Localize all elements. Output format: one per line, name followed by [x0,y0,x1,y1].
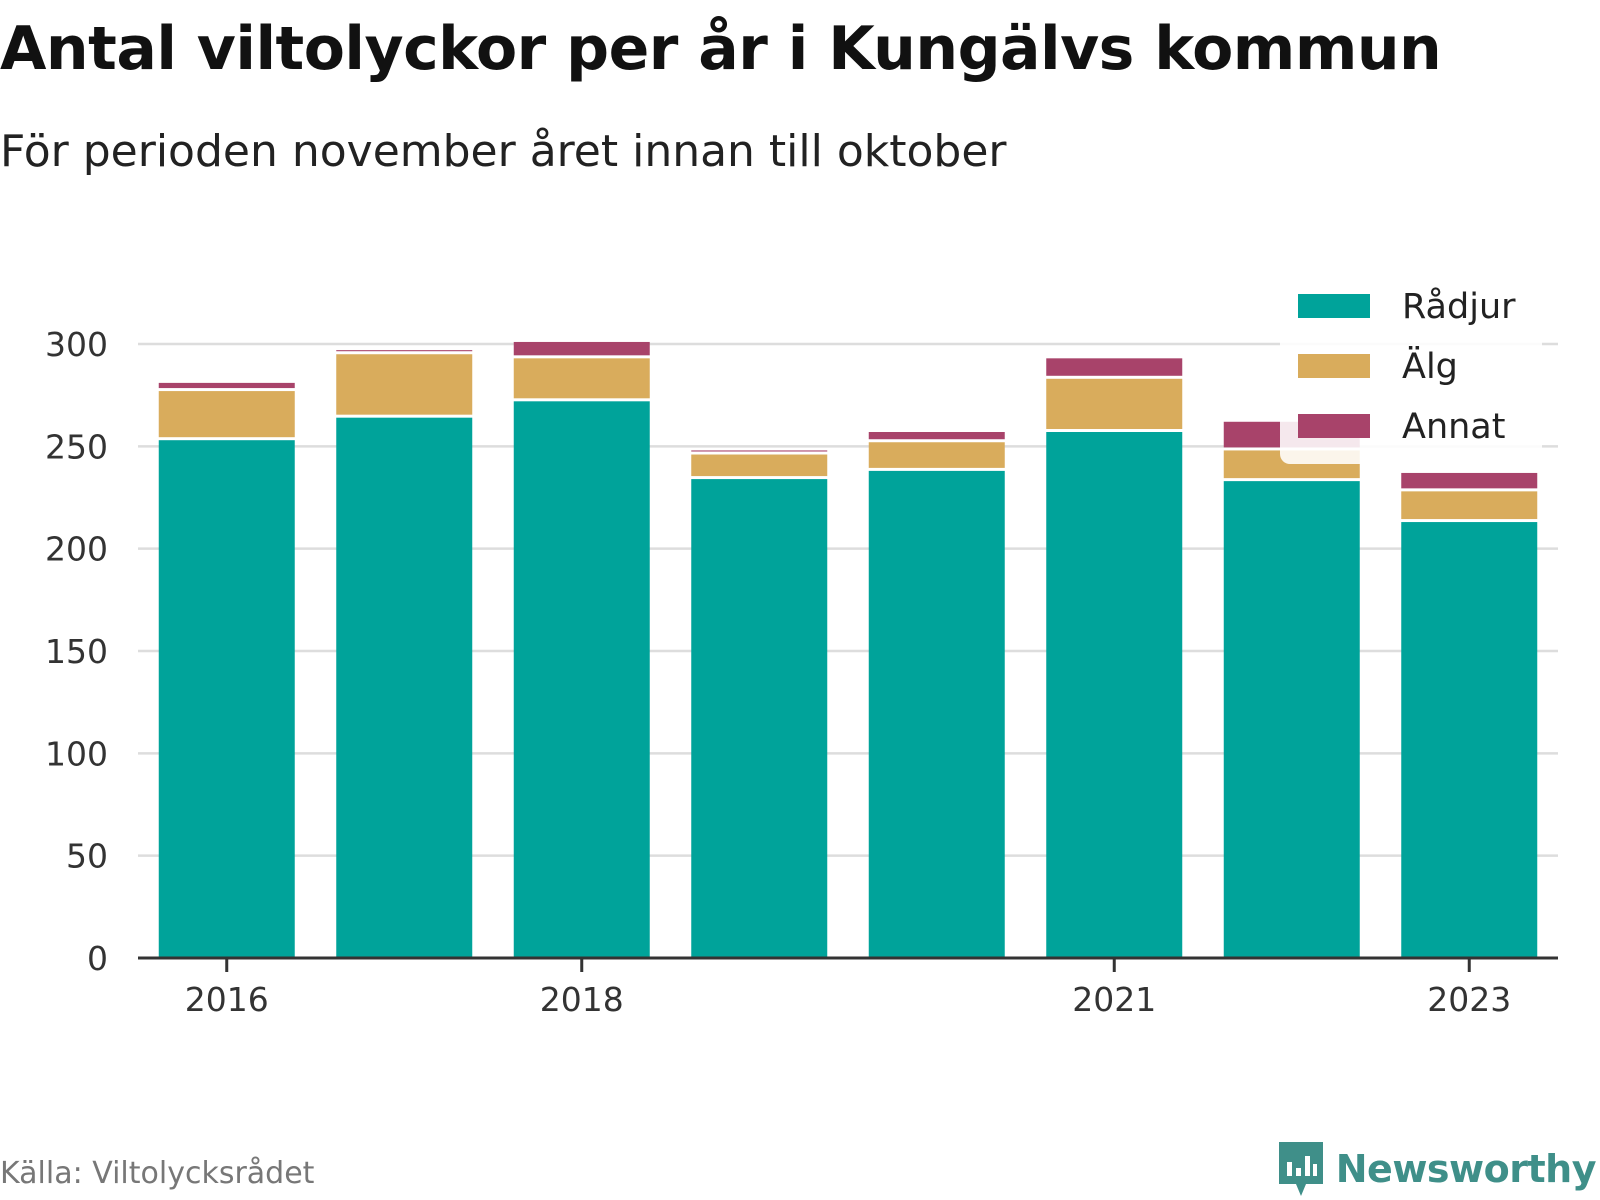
bar-Rådjur-2022 [1223,481,1360,958]
bar-stack-2019 [691,450,828,958]
bar-Rådjur-2020 [868,470,1005,958]
legend-label-Rådjur: Rådjur [1402,286,1516,327]
legend-label-Annat: Annat [1402,407,1505,447]
bar-Annat-2020 [868,432,1005,440]
bar-Älg-2019 [691,454,828,477]
bar-Älg-2023 [1401,491,1538,520]
axes: 0 50 100 150 200 250 300 2016 2018 2021 2023 [45,325,1558,1019]
bar-Rådjur-2021 [1046,432,1183,958]
legend-label-Älg: Älg [1402,345,1458,387]
newsworthy-logo-icon [1278,1142,1323,1196]
x-tick-label: 2016 [185,980,269,1019]
bar-Älg-2016 [158,391,295,438]
y-tick-label: 100 [45,734,108,773]
bar-Rådjur-2019 [691,479,828,958]
legend: Rådjur Älg Annat [1280,278,1542,464]
bar-Annat-2018 [513,341,650,356]
bar-stack-2022 [1223,421,1360,958]
bar-Rådjur-2023 [1401,522,1538,958]
x-tick-label: 2023 [1427,980,1511,1019]
x-tick-label: 2018 [540,980,624,1019]
bar-stack-2021 [1046,358,1183,958]
bar-Annat-2016 [158,382,295,389]
bar-Älg-2021 [1046,378,1183,430]
chart-title: Antal viltolyckor per år i Kungälvs komm… [0,14,1442,84]
bar-Rådjur-2016 [158,440,295,958]
bar-stack-2016 [158,382,295,958]
brand-logo: Newsworthy [1276,1140,1597,1198]
legend-swatch-Annat [1298,414,1370,438]
bar-stack-2018 [513,341,650,959]
y-tick-label: 50 [66,837,108,876]
source-note: Källa: Viltolycksrådet [0,1156,315,1191]
bar-Älg-2017 [336,354,473,415]
y-tick-label: 0 [87,939,108,978]
legend-swatch-Älg [1298,354,1370,378]
bar-stack-2017 [336,350,473,958]
legend-swatch-Rådjur [1298,294,1370,318]
bar-Annat-2021 [1046,358,1183,376]
bars [158,341,1538,959]
bar-stack-2020 [868,432,1005,958]
bar-Älg-2020 [868,442,1005,468]
chart-subtitle: För perioden november året innan till ok… [0,126,1007,177]
y-tick-label: 150 [45,632,108,671]
bar-Rådjur-2017 [336,417,473,958]
y-tick-label: 200 [45,530,108,569]
y-tick-label: 300 [45,325,108,364]
bar-Älg-2018 [513,358,650,399]
brand-name: Newsworthy [1335,1147,1597,1191]
bar-Rådjur-2018 [513,401,650,959]
bar-Annat-2023 [1401,472,1538,489]
x-tick-label: 2021 [1072,980,1156,1019]
y-tick-label: 250 [45,427,108,466]
bar-Annat-2019 [691,450,828,452]
bar-Annat-2017 [336,350,473,352]
bar-stack-2023 [1401,472,1538,958]
